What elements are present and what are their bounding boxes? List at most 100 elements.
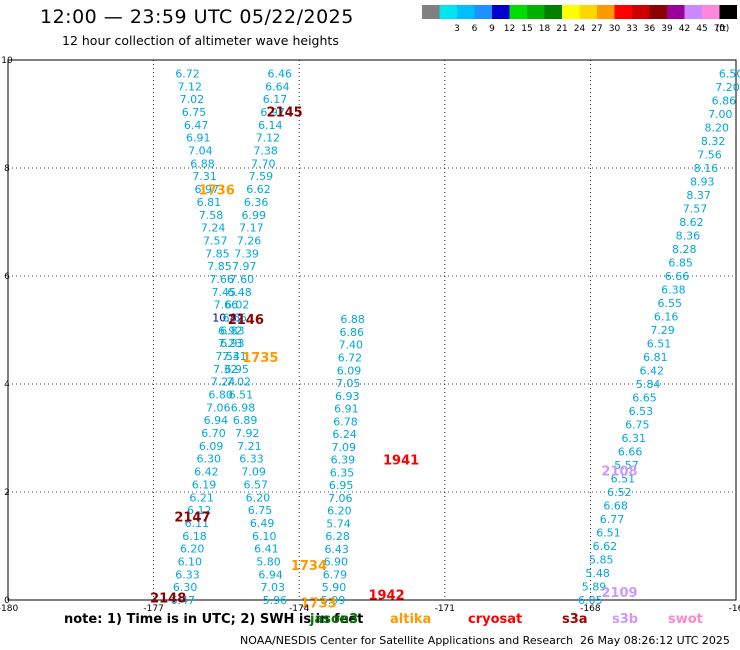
wave-height-value: 6.75	[248, 504, 273, 517]
colorbar-swatch	[667, 5, 685, 19]
wave-height-value: 6.49	[250, 517, 275, 530]
wave-height-value: 6.77	[600, 513, 625, 526]
page-subtitle: 12 hour collection of altimeter wave hei…	[62, 33, 339, 48]
wave-height-value: 6.19	[192, 478, 217, 491]
pass-time-label: 1941	[383, 454, 419, 469]
wave-height-value: 6.85	[668, 257, 693, 270]
colorbar-swatch	[457, 5, 475, 19]
wave-height-value: 6.86	[339, 326, 364, 339]
wave-height-value: 6.16	[654, 311, 679, 324]
wave-height-value: 6.47	[184, 119, 209, 132]
wave-height-value: 7.32	[213, 363, 238, 376]
colorbar-swatch	[422, 5, 440, 19]
wave-height-value: 7.06	[206, 401, 231, 414]
pass-time-label: 2145	[267, 105, 303, 120]
colorbar-swatch	[597, 5, 615, 19]
y-tick-label: 10	[1, 56, 13, 66]
wave-height-value: 6.10	[252, 530, 277, 543]
wave-height-value: 6.20	[246, 491, 271, 504]
wave-height-value: 5.90	[322, 581, 347, 594]
wave-height-value: 6.88	[340, 313, 365, 326]
wave-height-value: 7.38	[253, 145, 278, 158]
wave-height-value: 6.94	[258, 568, 283, 581]
wave-height-value: 6.36	[244, 196, 269, 209]
colorbar-tick-label: 3	[454, 24, 460, 34]
wave-height-value: 7.56	[697, 149, 722, 162]
wave-height-value: 6.81	[197, 196, 222, 209]
wave-height-value: 6.62	[593, 540, 618, 553]
colorbar-tick-label: 24	[574, 24, 586, 34]
wave-height-value: 6.75	[182, 106, 207, 119]
wave-height-value: 6.68	[603, 500, 628, 513]
wave-height-value: 7.24	[201, 222, 226, 235]
colorbar-tick-label: 18	[539, 24, 551, 34]
wave-height-value: 8.37	[686, 189, 711, 202]
wave-height-value: 6.10	[178, 555, 203, 568]
colorbar-swatch	[527, 5, 545, 19]
note-text: note: 1) Time is in UTC; 2) SWH is in fe…	[64, 612, 364, 627]
x-tick-label: -174	[289, 604, 310, 614]
wave-height-value: 6.55	[658, 297, 683, 310]
page-title: 12:00 — 23:59 UTC 05/22/2025	[40, 6, 354, 28]
wave-height-value: 7.21	[237, 440, 262, 453]
legend-s3b: s3b	[612, 612, 639, 627]
wave-height-value: 6.93	[335, 390, 360, 403]
colorbar-tick-label: 21	[556, 24, 567, 34]
wave-height-value: 6.93	[220, 337, 245, 350]
wave-height-value: 6.72	[338, 351, 363, 364]
wave-height-value: 7.66	[214, 299, 239, 312]
axis-ticks: -180 -177 -174 -171 -168 -16 0 2 4 6 8 10	[0, 56, 740, 614]
wave-height-value: 7.92	[235, 427, 260, 440]
wave-height-value: 6.98	[231, 401, 256, 414]
legend-jason3: jason3	[310, 612, 359, 627]
colorbar-tick-label: 6	[472, 24, 478, 34]
wave-height-value: 6.64	[265, 80, 290, 93]
colorbar-tick-label: 12	[504, 24, 515, 34]
wave-height-value: 7.20	[715, 81, 740, 94]
colorbar-tick-label: 39	[661, 24, 673, 34]
pass-time-label: 1733	[301, 597, 337, 612]
wave-height-value: 7.85	[205, 247, 230, 260]
wave-height-value: 6.39	[331, 454, 356, 467]
wave-height-value: 6.42	[194, 466, 219, 479]
wave-height-value: 8.62	[679, 216, 704, 229]
wave-height-value: 6.02	[225, 299, 250, 312]
wave-height-value: 7.54	[215, 350, 240, 363]
wave-height-value: 6.83	[220, 324, 245, 337]
wave-height-value: 8.20	[704, 122, 729, 135]
wave-height-value: 6.97	[194, 183, 219, 196]
wave-height-value: 7.06	[328, 492, 353, 505]
colorbar-tick-label: 36	[644, 24, 656, 34]
wave-height-value: 7.05	[336, 377, 361, 390]
wave-height-value: 5.85	[589, 554, 614, 567]
wave-height-value: 7.09	[332, 441, 357, 454]
wave-height-value: 6.52	[607, 486, 632, 499]
wave-height-value: 6.38	[661, 284, 686, 297]
wave-height-value: 6.05	[578, 594, 603, 607]
wave-height-value: 6.95	[329, 479, 354, 492]
y-tick-label: 6	[4, 272, 10, 282]
colorbar-swatch	[632, 5, 650, 19]
colorbar-tick-label: 30	[609, 24, 621, 34]
wave-height-value: 7.03	[261, 581, 286, 594]
pass-time-label: 1942	[368, 589, 404, 604]
pass-time-label: 2146	[228, 313, 264, 328]
wave-height-value: 6.11	[185, 517, 210, 530]
legend-altika: altika	[390, 612, 432, 627]
wave-height-value: 7.04	[188, 145, 213, 158]
wave-height-value: 6.65	[223, 311, 248, 324]
wave-height-value: 7.17	[239, 222, 264, 235]
wave-height-value: 7.66	[209, 273, 234, 286]
colorbar-swatch	[702, 5, 720, 19]
wave-height-value: 6.75	[625, 419, 650, 432]
colorbar-swatch	[439, 5, 457, 19]
wave-height-value: 6.48	[227, 286, 252, 299]
colorbar-tick-label: 27	[591, 24, 602, 34]
y-tick-label: 8	[4, 164, 10, 174]
plot-frame	[7, 59, 737, 601]
wave-height-value: 6.65	[632, 392, 657, 405]
wave-height-value: 6.99	[241, 209, 266, 222]
colorbar-swatch	[579, 5, 597, 19]
wave-height-value: 6.91	[334, 403, 359, 416]
wave-height-value: 5.74	[326, 517, 351, 530]
